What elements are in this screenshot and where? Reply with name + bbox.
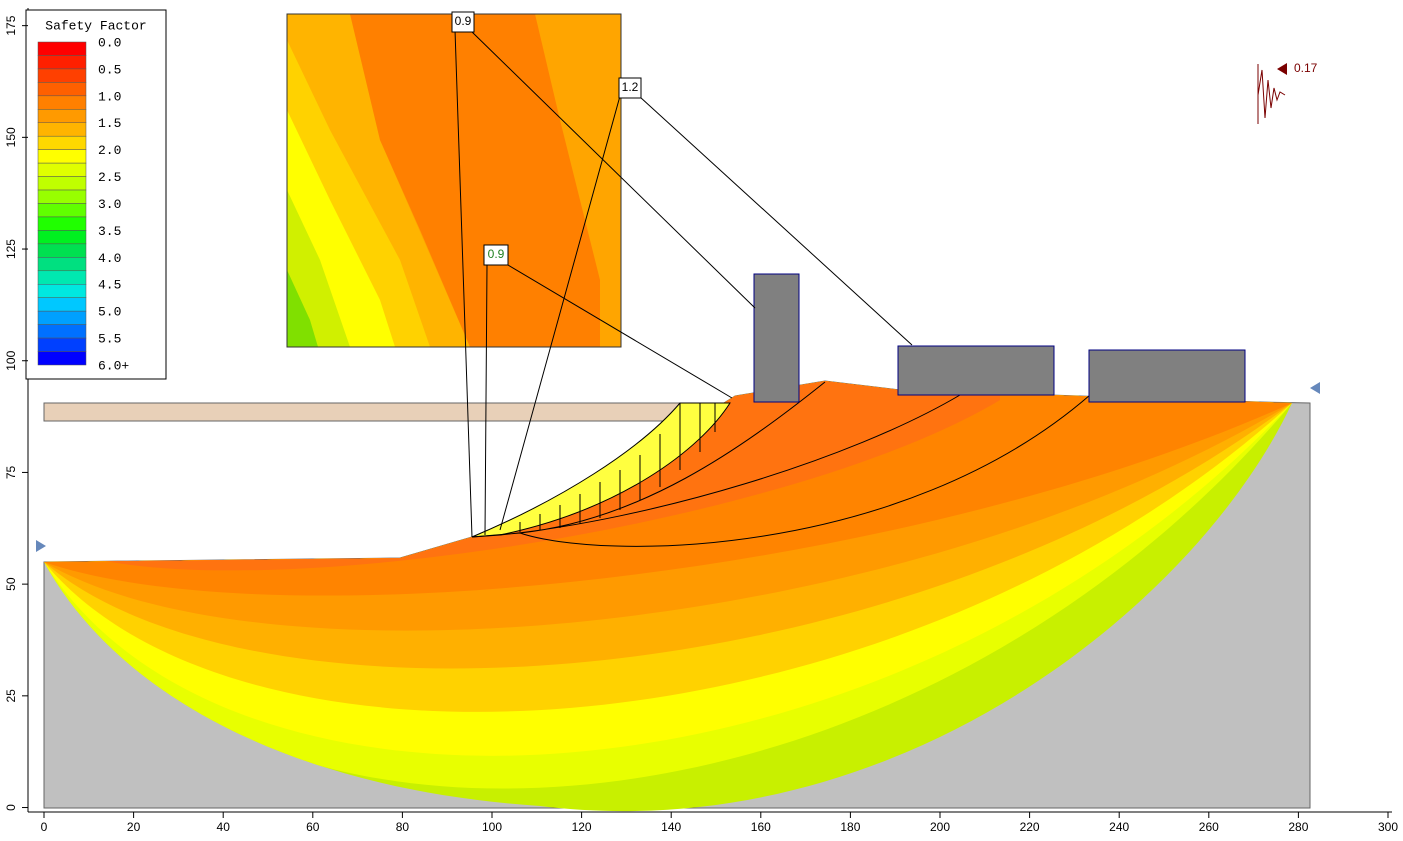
- legend-swatch: [37, 176, 87, 191]
- legend-swatch: [37, 337, 87, 352]
- x-tick-label: 300: [1378, 820, 1398, 834]
- x-tick-label: 40: [217, 820, 231, 834]
- x-tick-label: 240: [1109, 820, 1129, 834]
- legend-swatch: [37, 162, 87, 177]
- legend-label: 0.5: [98, 62, 121, 77]
- legend-swatch: [37, 216, 87, 231]
- x-tick-label: 260: [1199, 820, 1219, 834]
- x-tick-label: 220: [1020, 820, 1040, 834]
- legend-label: 2.0: [98, 143, 121, 158]
- legend-label: 3.0: [98, 197, 121, 212]
- legend-label: 4.5: [98, 278, 121, 293]
- legend-label: 6.0+: [98, 358, 129, 373]
- annotation-box: [451, 11, 475, 33]
- seismic-arrow: [1277, 63, 1287, 75]
- boundary-marker: [1310, 382, 1320, 394]
- legend-swatch: [37, 189, 87, 204]
- legend-swatch: [37, 55, 87, 70]
- legend-label: 1.0: [98, 89, 121, 104]
- legend-swatch: [37, 95, 87, 110]
- legend-swatch: [37, 41, 87, 56]
- hatch: [519, 403, 716, 532]
- x-tick-label: 160: [751, 820, 771, 834]
- legend-swatch: [37, 310, 87, 325]
- legend: Safety Factor 0.0 0.5 1.0 1.5 2.0 2.5 3.0 3.5 4.…: [25, 9, 167, 380]
- y-tick-label: 100: [4, 350, 18, 370]
- y-tick-label: 150: [4, 127, 18, 147]
- seismic-icon: [1257, 64, 1286, 124]
- legend-label: 0.0: [98, 35, 121, 50]
- legend-swatch: [37, 284, 87, 298]
- x-tick-label: 0: [41, 820, 48, 834]
- y-tick-label: 0: [4, 804, 18, 811]
- legend-title: Safety Factor: [45, 18, 146, 33]
- legend-swatch: [37, 82, 87, 97]
- building: [897, 345, 1055, 396]
- building: [753, 273, 800, 403]
- leader-line: [454, 29, 913, 538]
- x-tick-label: 60: [306, 820, 320, 834]
- y-tick-label: 125: [4, 239, 18, 259]
- inset: [286, 13, 622, 348]
- legend-swatch: [37, 135, 87, 150]
- annotation: 0.9: [455, 14, 472, 28]
- x-tick-label: 120: [572, 820, 592, 834]
- x-tick-label: 140: [661, 820, 681, 834]
- annotation: 0.9: [488, 247, 505, 261]
- inset-band: [287, 270, 318, 347]
- y-tick-label: 75: [4, 465, 18, 479]
- seismic-label: 0.17: [1294, 61, 1318, 75]
- slip-surface: [471, 381, 1091, 547]
- legend-label: 5.0: [98, 305, 121, 320]
- legend-swatch: [37, 297, 87, 312]
- legend-swatch: [37, 203, 87, 218]
- boundary-marker: [36, 540, 46, 552]
- x-tick-label: 20: [127, 820, 141, 834]
- legend-swatch: [37, 243, 87, 258]
- slide-mass: [471, 402, 731, 538]
- legend-label: 2.5: [98, 170, 121, 185]
- y-tick-label: 50: [4, 577, 18, 591]
- annotation-box: [483, 244, 509, 266]
- inset-band: [350, 14, 600, 347]
- legend-swatch: [37, 109, 87, 123]
- x-tick-label: 280: [1288, 820, 1308, 834]
- legend-label: 4.0: [98, 251, 121, 266]
- x-tick-label: 80: [396, 820, 410, 834]
- legend-label: 5.5: [98, 332, 121, 347]
- x-tick-label: 200: [930, 820, 950, 834]
- building: [1088, 349, 1246, 403]
- annotation-box: [618, 77, 642, 99]
- legend-label: 1.5: [98, 116, 121, 131]
- y-tick-label: 25: [4, 689, 18, 703]
- legend-swatch: [37, 351, 87, 366]
- x-tick-label: 100: [482, 820, 502, 834]
- legend-swatch: [37, 122, 87, 137]
- legend-swatch: [37, 257, 87, 272]
- legend-swatch: [37, 270, 87, 285]
- x-tick-label: 180: [840, 820, 860, 834]
- legend-label: 3.5: [98, 224, 121, 239]
- y-tick-label: 175: [4, 15, 18, 35]
- legend-swatch: [37, 324, 87, 339]
- legend-swatch: [37, 149, 87, 164]
- legend-swatch: [37, 68, 87, 83]
- legend-swatch: [37, 230, 87, 245]
- annotation: 1.2: [622, 80, 639, 94]
